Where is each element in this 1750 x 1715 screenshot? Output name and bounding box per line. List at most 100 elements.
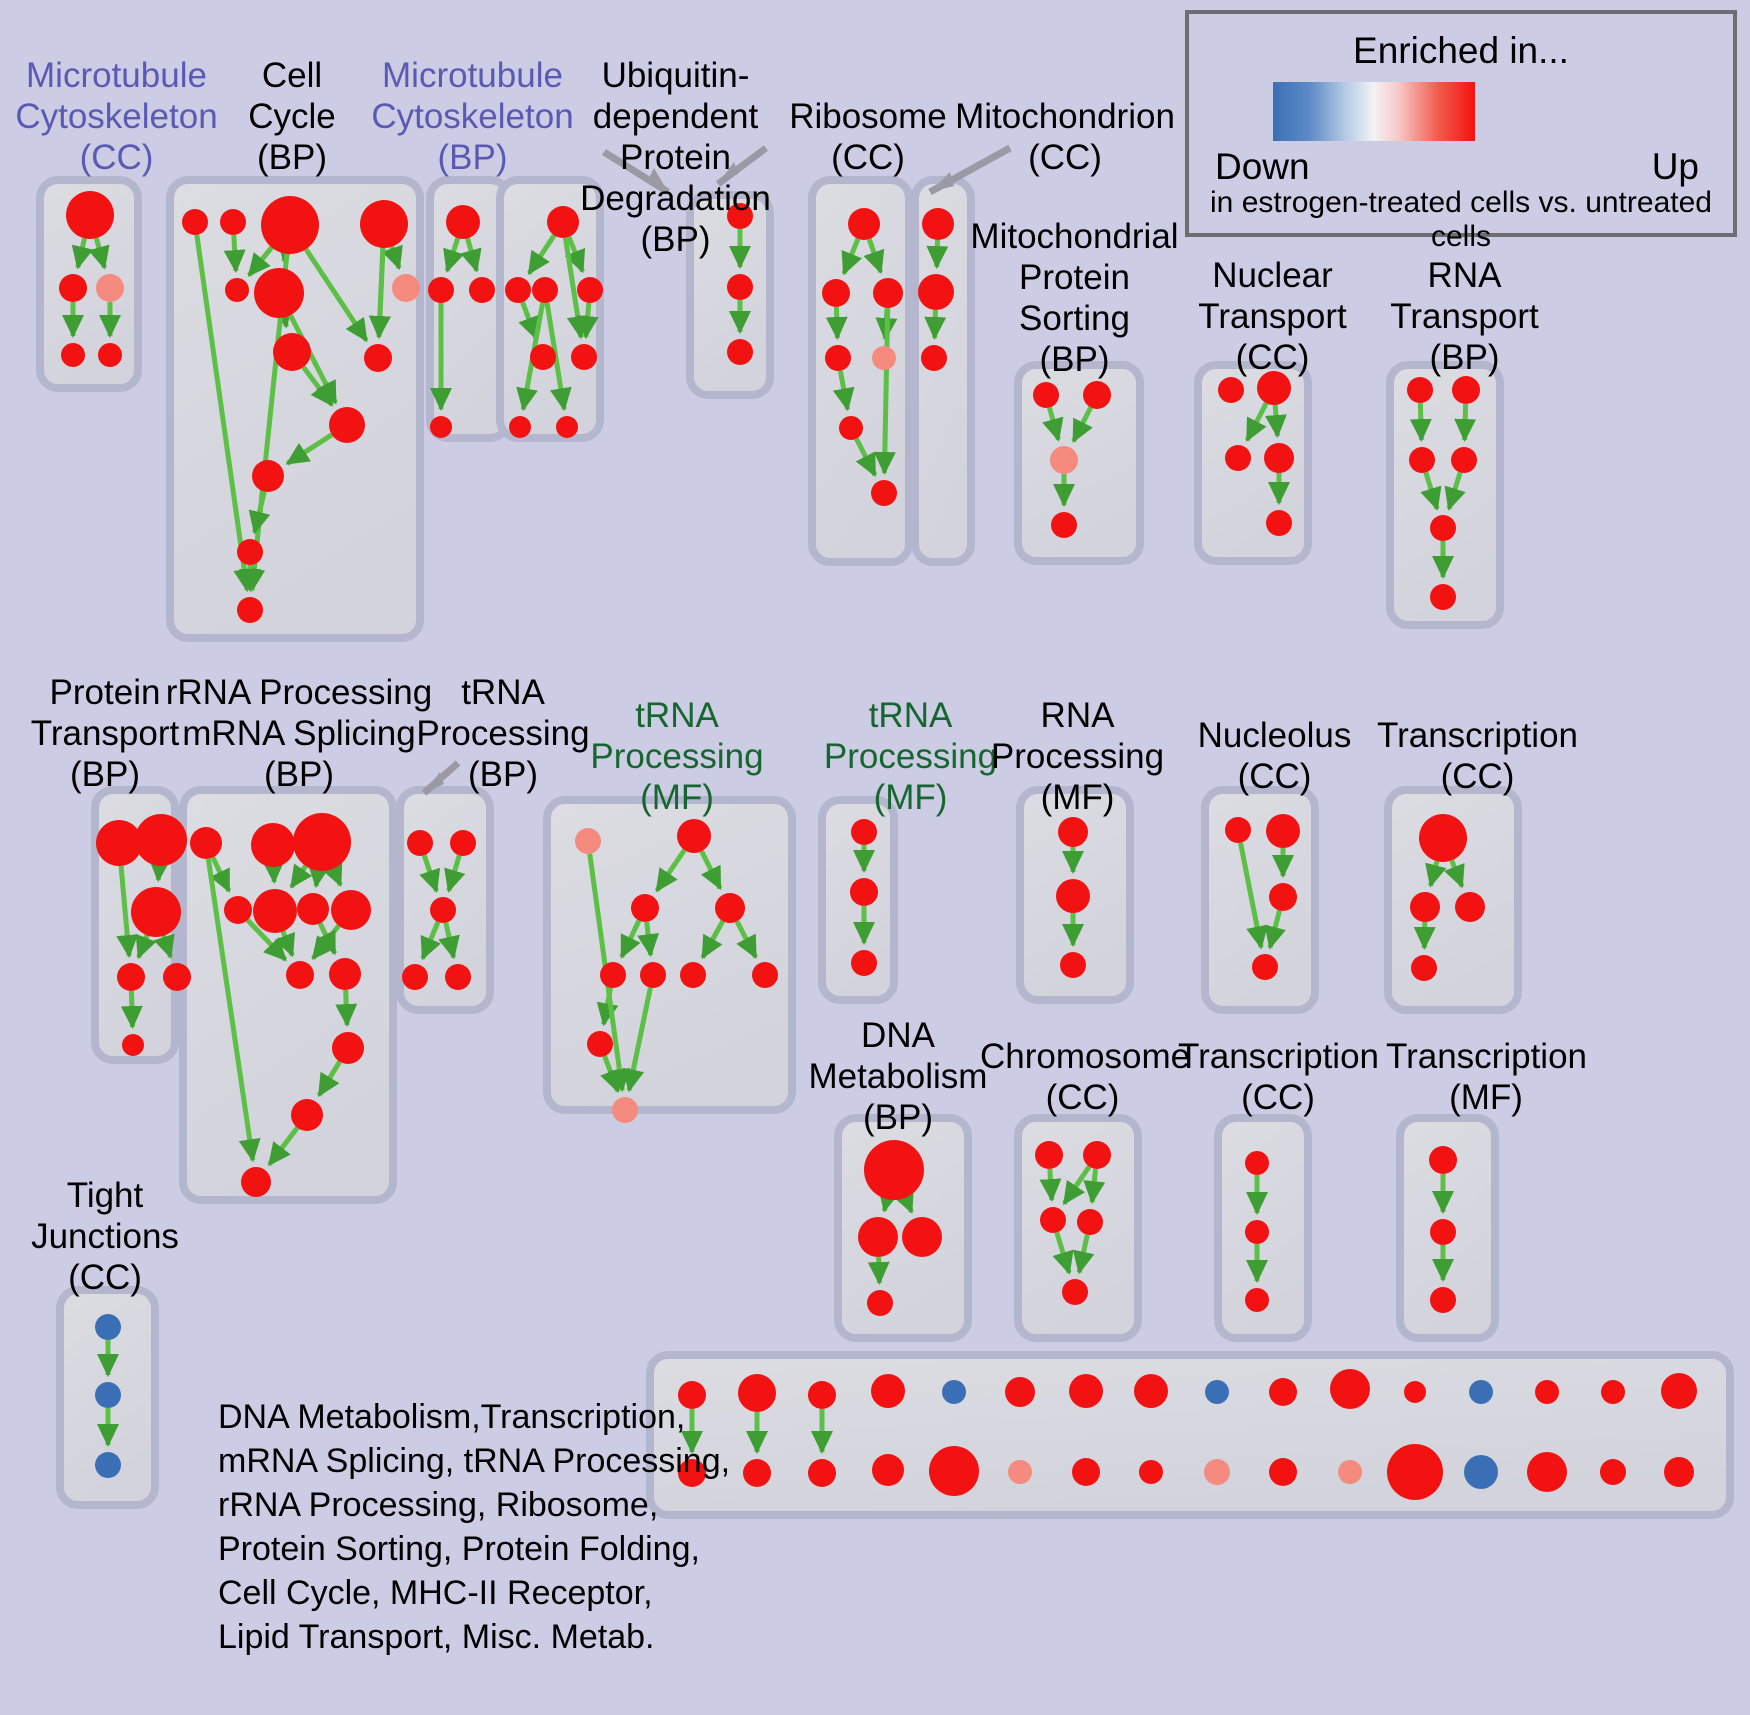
edge	[88, 237, 110, 270]
category-label-rrna-processing-mrna-splicing-bp: rRNA Processing mRNA Splicing (BP)	[165, 673, 433, 794]
node	[273, 333, 311, 371]
node	[1266, 510, 1292, 536]
legend-panel: Enriched in... Down Up in estrogen-treat…	[1185, 10, 1737, 253]
node	[808, 1381, 836, 1409]
category-label-mitochondrial-protein-sorting-bp: Mitochondrial Protein Sorting (BP)	[970, 217, 1179, 379]
node	[1269, 1378, 1297, 1406]
node	[848, 208, 880, 240]
category-label-nuclear-transport-cc: Nuclear Transport (CC)	[1198, 256, 1347, 377]
node	[921, 345, 947, 371]
node	[822, 279, 850, 307]
node	[871, 1374, 905, 1408]
node	[254, 268, 304, 318]
node	[446, 205, 480, 239]
edge	[1072, 1234, 1095, 1275]
category-label-transcription-mf: Transcription (MF)	[1386, 1037, 1587, 1117]
node	[1387, 1444, 1443, 1500]
node	[752, 962, 778, 988]
edge	[248, 490, 271, 535]
edge	[622, 987, 653, 1093]
node	[1269, 883, 1297, 911]
edge	[1071, 406, 1093, 444]
category-label-rna-processing-mf: RNA Processing (MF)	[990, 696, 1165, 817]
category-label-tight-junctions-cc: Tight Junctions (CC)	[31, 1176, 179, 1297]
node	[1040, 1207, 1066, 1233]
edge	[878, 1187, 900, 1213]
node	[360, 200, 408, 248]
edge	[368, 247, 391, 340]
edge	[322, 861, 343, 888]
nodes-layer	[59, 191, 1697, 1500]
node	[1033, 382, 1059, 408]
node	[1664, 1457, 1694, 1487]
node	[1430, 1287, 1456, 1313]
node	[190, 827, 222, 859]
node	[95, 1314, 121, 1340]
node	[867, 1290, 893, 1316]
node	[1035, 1141, 1063, 1169]
node	[122, 1034, 144, 1056]
edge	[316, 1060, 342, 1098]
node	[1527, 1452, 1567, 1492]
node	[1264, 443, 1294, 473]
edge	[825, 306, 848, 341]
edge	[1042, 406, 1064, 442]
node	[331, 890, 371, 930]
node	[873, 278, 903, 308]
node	[1404, 1381, 1426, 1403]
node	[1139, 1460, 1163, 1484]
node	[530, 344, 556, 370]
node	[253, 889, 297, 933]
node	[364, 344, 392, 372]
panel-mitochondrial-protein-sorting-bp	[1014, 361, 1144, 565]
node	[872, 1454, 904, 1486]
edge	[247, 245, 274, 277]
edge	[841, 237, 862, 276]
edge	[419, 854, 441, 893]
node	[1601, 1380, 1625, 1404]
edge	[223, 234, 246, 274]
node	[237, 597, 263, 623]
node	[575, 828, 601, 854]
edge	[460, 237, 482, 273]
node	[1072, 1458, 1100, 1486]
node	[163, 963, 191, 991]
edge	[926, 239, 949, 270]
legend-up-label: Up	[1651, 146, 1699, 187]
edge	[444, 854, 466, 893]
edge	[420, 921, 441, 961]
node	[942, 1380, 966, 1404]
node	[96, 274, 124, 302]
edge	[120, 990, 143, 1030]
node	[225, 278, 249, 302]
node	[532, 277, 558, 303]
node	[450, 830, 476, 856]
node	[1218, 377, 1244, 403]
node	[297, 893, 329, 925]
node	[1455, 892, 1485, 922]
node	[1430, 1219, 1456, 1245]
category-label-trna-processing-mf-2: tRNA Processing (MF)	[823, 696, 998, 817]
edge	[1444, 471, 1466, 511]
node	[220, 209, 246, 235]
node	[547, 206, 579, 238]
node	[1600, 1459, 1626, 1485]
category-label-microtubule-cytoskeleton-cc: Microtubule Cytoskeleton (CC)	[15, 56, 218, 177]
node	[631, 894, 659, 922]
node	[1245, 1220, 1269, 1244]
node	[1469, 1380, 1493, 1404]
category-label-ribosome-cc: Ribosome (CC)	[789, 97, 947, 177]
edge	[854, 437, 878, 477]
edge	[734, 920, 758, 960]
edge	[576, 302, 599, 340]
edges-layer	[62, 229, 1477, 1455]
node	[850, 878, 878, 906]
node	[1419, 814, 1467, 862]
edge	[832, 370, 855, 412]
node	[902, 1217, 942, 1257]
node	[95, 1452, 121, 1478]
node	[1269, 1458, 1297, 1486]
edge	[271, 303, 293, 329]
node	[871, 480, 897, 506]
edge	[1444, 859, 1465, 889]
